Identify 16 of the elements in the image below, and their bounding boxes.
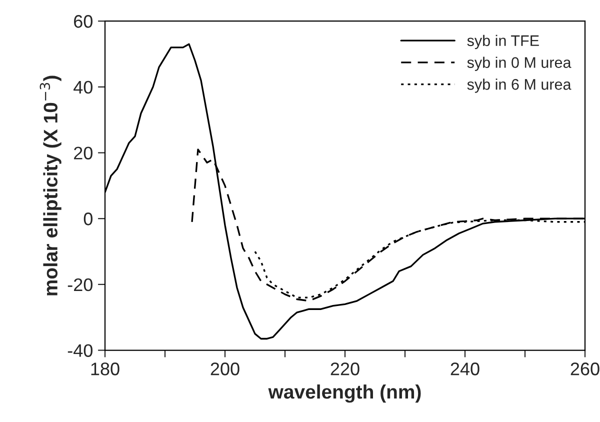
x-axis-title: wavelength (nm) [268,384,421,403]
x-tick-label: 220 [330,362,360,376]
x-tick-label: 260 [570,362,600,376]
y-tick-label: 20 [74,146,92,160]
y-tick-label: -40 [68,344,92,357]
y-tick-label: 60 [74,15,92,28]
x-tick-label: 200 [210,362,240,376]
y-axis-title: molar ellipticity (X 10$^{−3}$) [40,76,62,296]
y-tick-label: 0 [84,212,92,226]
y-tick-label: 40 [74,80,92,94]
legend-label: syb in 6 M urea [467,78,572,93]
y-tick-label: -20 [68,278,92,292]
x-tick-label: 240 [450,362,480,376]
legend-label: syb in 0 M urea [467,56,572,71]
x-tick-label: 180 [91,362,120,376]
legend-label: syb in TFE [467,34,539,50]
